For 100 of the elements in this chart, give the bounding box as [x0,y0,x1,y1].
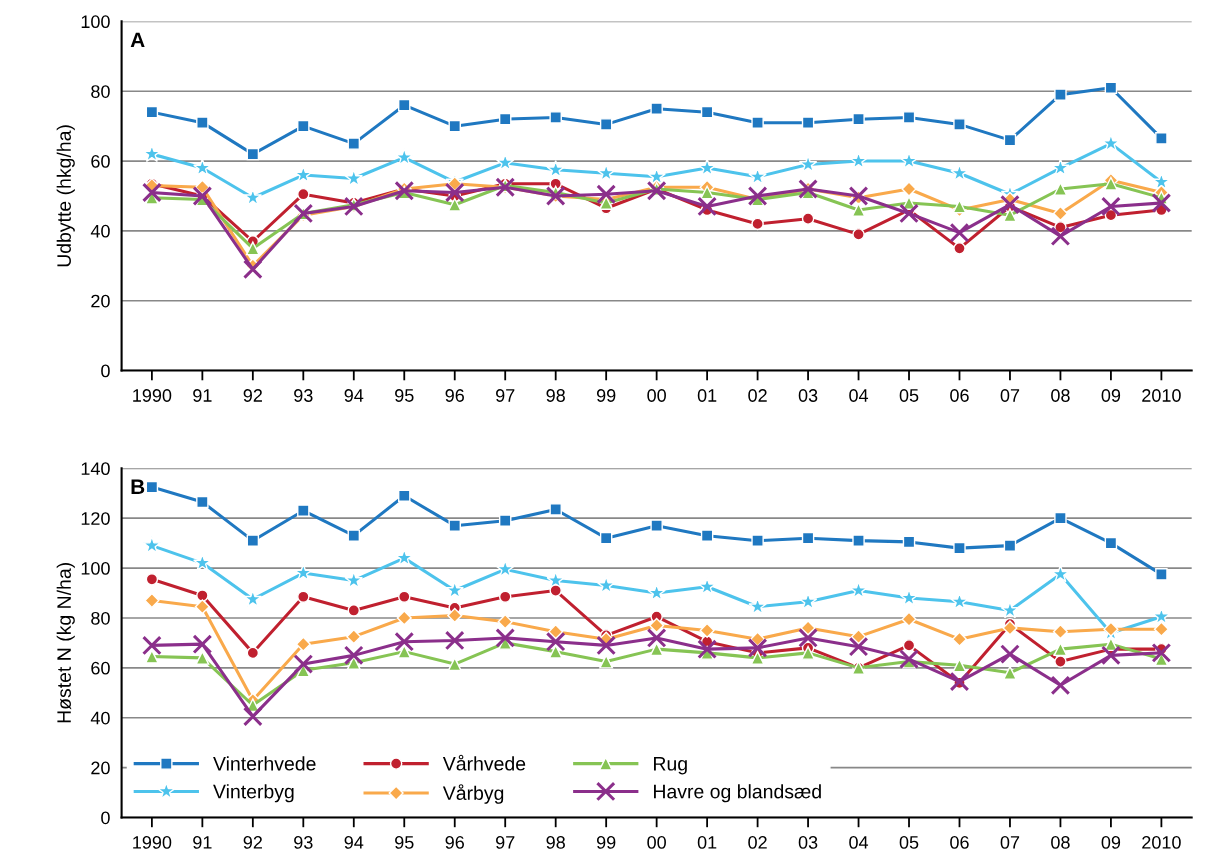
x-tick-label: 94 [344,836,364,849]
point [549,111,562,124]
x-tick-label: 95 [395,836,414,849]
point [1151,193,1172,213]
point [549,584,562,597]
point [347,604,361,617]
point [801,645,816,660]
x-tick-label: 06 [950,836,969,849]
point [1103,621,1119,637]
point [1000,644,1020,664]
point [1053,182,1068,196]
point [953,242,966,255]
point [699,622,715,639]
point [700,185,715,200]
point [1153,621,1169,637]
x-tick-label: 98 [546,836,565,849]
point [1151,643,1172,663]
point [1155,132,1168,145]
point [246,147,260,161]
y-tick-label: 40 [90,711,110,725]
x-tick-label: 07 [1000,389,1020,402]
point [953,118,966,131]
point [142,635,162,656]
x-tick-label: 09 [1101,389,1121,402]
x-tick-label: 93 [294,836,313,849]
y-tick-label: 60 [91,661,110,675]
x-tick-label: 93 [294,389,313,402]
point [398,98,411,112]
point [1104,536,1118,550]
y-tick-label: 80 [91,611,110,625]
x-tick-label: 01 [697,836,717,849]
point [899,203,919,224]
point [545,631,566,652]
x-tick-label: 99 [596,836,616,849]
x-tick-label: 91 [193,836,212,849]
x-tick-label: 96 [445,836,464,849]
x-tick-label: 91 [193,389,212,402]
point [1002,620,1018,636]
y-tick-label: 0 [101,364,110,378]
legend-label: Vinterhvede [213,756,316,771]
point [1103,176,1118,191]
point [1053,642,1068,657]
point [952,658,967,673]
x-tick-label: 06 [950,389,969,402]
point [347,529,361,542]
point [447,197,462,212]
point [444,182,465,203]
point [747,638,768,658]
point [1003,539,1017,552]
x-tick-label: 1990 [133,836,172,849]
point [1101,645,1121,666]
point [242,259,263,280]
point [650,102,663,115]
x-tick-label: 05 [899,389,919,402]
point [850,629,867,645]
point [145,105,159,119]
point [852,112,865,126]
y-tick-label: 20 [91,294,110,308]
point [497,614,513,630]
y-tick-label: 80 [91,85,110,98]
point [343,645,364,666]
point [650,519,663,532]
point [646,628,667,648]
y-tick-label: 20 [91,761,110,775]
point [596,635,617,656]
x-tick-label: 00 [647,389,666,402]
x-tick-label: 2010 [1142,836,1181,849]
x-tick-label: 94 [344,389,364,402]
point [697,158,717,177]
x-tick-label: 1990 [133,389,172,402]
point [295,636,311,652]
point [1054,88,1067,101]
point [700,105,714,119]
annotation: B [131,479,145,494]
x-tick-label: 98 [546,389,565,402]
x-tick-label: 2010 [1142,389,1181,402]
point [448,519,461,532]
y-tick-label: 40 [90,224,110,238]
point [902,535,916,549]
point [899,649,919,669]
point [444,630,465,651]
point [599,531,613,545]
x-tick-label: 03 [798,389,818,402]
point [347,137,361,150]
point [751,116,764,129]
point [142,535,162,554]
point [750,650,765,665]
x-tick-label: 97 [496,836,515,849]
point [498,112,512,126]
point [145,480,159,494]
point [750,631,766,647]
x-tick-label: 05 [899,836,919,849]
point [751,534,764,547]
x-tick-label: 02 [748,836,767,849]
point [646,180,667,201]
legend-label: Vårbyg [442,784,504,804]
point [801,531,815,545]
point [951,631,968,647]
x-tick-label: 92 [243,836,262,849]
point [142,182,162,203]
